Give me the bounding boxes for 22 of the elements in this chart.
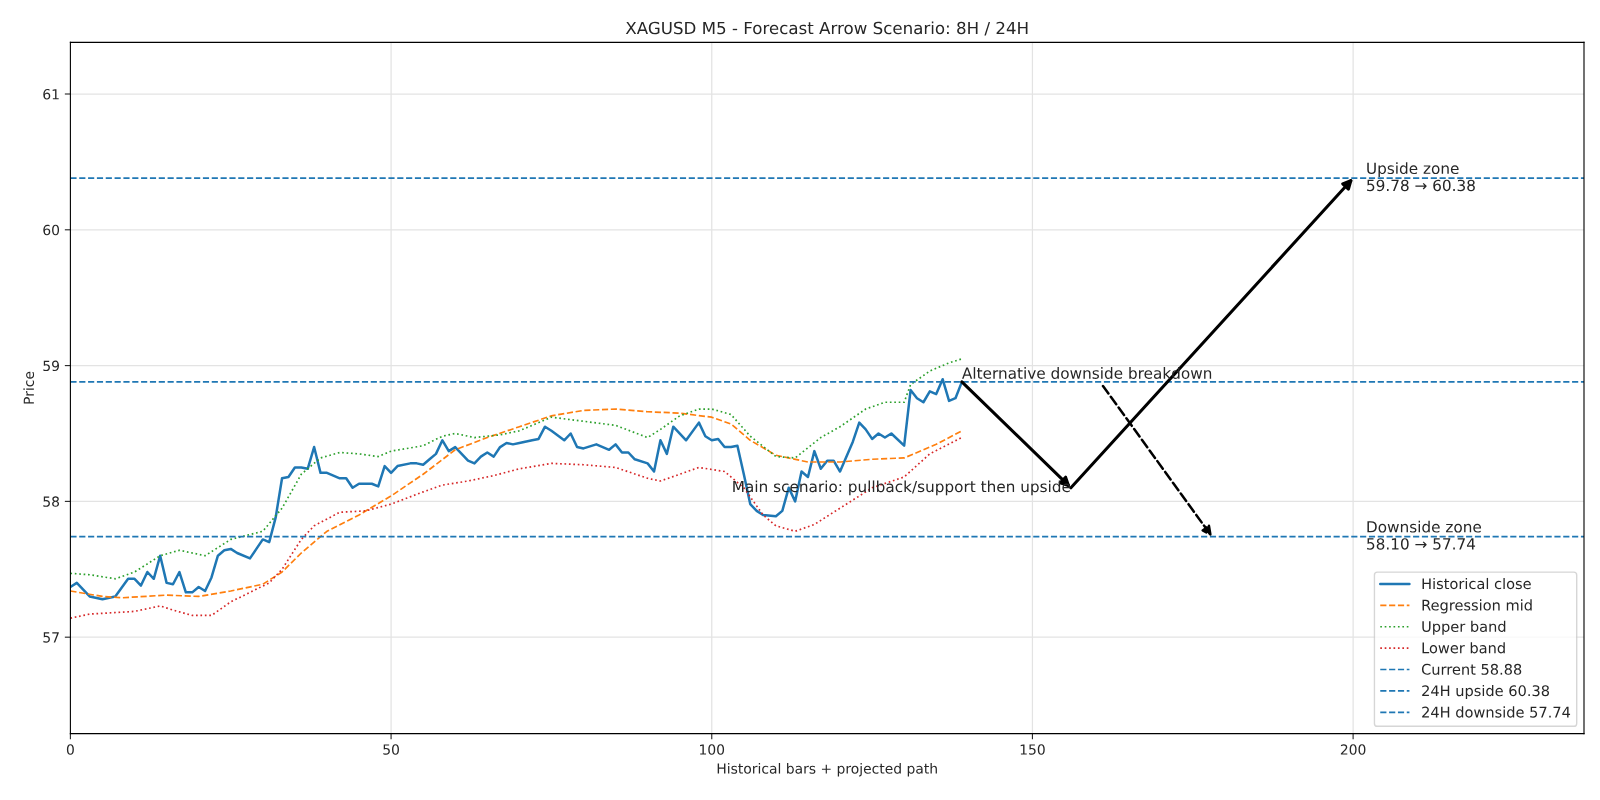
x-tick-label: 150: [1020, 744, 1045, 755]
legend-label: Current 58.88: [1421, 663, 1522, 675]
legend-label: Regression mid: [1422, 599, 1532, 614]
y-axis-title: Price: [23, 371, 35, 404]
legend-label: Historical close: [1422, 577, 1531, 590]
y-tick-label: 59: [43, 360, 60, 372]
x-axis-title: Historical bars + projected path: [717, 763, 937, 777]
legend-label: 24H upside 60.38: [1422, 684, 1550, 700]
x-tick-label: 100: [700, 744, 725, 755]
x-tick-label: 50: [383, 744, 399, 755]
y-tick-label: 58: [43, 496, 60, 507]
x-tick-label: 0: [66, 744, 74, 755]
legend-label: Upper band: [1422, 620, 1506, 635]
annotation: Upside zone 59.78 → 60.38: [1367, 162, 1475, 192]
annotation: Downside zone 58.10 → 57.74: [1367, 520, 1482, 550]
legend-label: Lower band: [1422, 642, 1505, 654]
x-tick-label: 200: [1340, 744, 1366, 755]
y-tick-label: 57: [43, 632, 59, 643]
y-tick-label: 60: [43, 224, 60, 236]
chart-title: XAGUSD M5 - Forecast Arrow Scenario: 8H / 24H: [625, 21, 1028, 36]
legend-label: 24H downside 57.74: [1422, 706, 1571, 718]
y-tick-label: 61: [43, 88, 59, 100]
